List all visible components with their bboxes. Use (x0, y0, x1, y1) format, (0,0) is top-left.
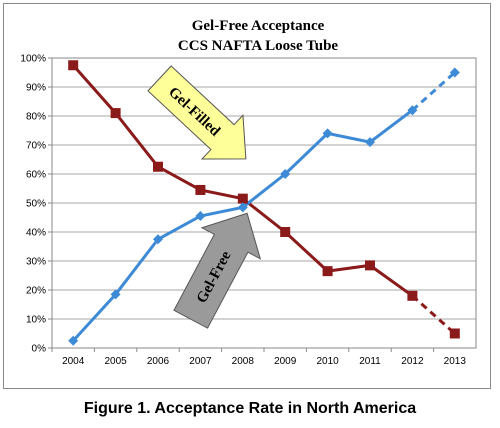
gel-filled-point (68, 60, 79, 71)
gel-filled-point (365, 260, 375, 271)
gel-filled-point (110, 108, 121, 119)
series-markers (68, 60, 460, 346)
x-tick-label: 2008 (232, 356, 255, 367)
gel-free-arrow-shape (173, 212, 262, 329)
x-tick-label: 2006 (147, 356, 170, 367)
gel-filled-point (153, 161, 163, 172)
gel-filled-arrow-shape (147, 65, 247, 160)
gel-free-point (407, 105, 418, 116)
figure-caption: Figure 1. Acceptance Rate in North Ameri… (83, 400, 417, 417)
y-tick-label: 40% (26, 228, 46, 239)
gel-free-point (322, 128, 333, 139)
chart-title: Gel-Free Acceptance (192, 18, 325, 34)
y-tick-label: 20% (26, 286, 46, 297)
gel-free-point (280, 169, 291, 179)
y-tick-label: 70% (26, 141, 46, 152)
gel-filled-point (407, 290, 418, 301)
x-tick-label: 2011 (359, 356, 381, 367)
gel-free-point (365, 137, 375, 148)
x-tick-label: 2013 (444, 356, 467, 367)
gel-free-point (195, 211, 206, 222)
y-tick-label: 50% (26, 199, 46, 210)
gel-filled-point (449, 328, 460, 339)
grid (51, 57, 477, 349)
gel-free-point (237, 202, 248, 213)
gel-free-point (110, 289, 121, 300)
x-tick-label: 2004 (62, 356, 85, 367)
y-tick-label: 100% (20, 54, 46, 65)
x-tick-label: 2012 (401, 356, 424, 367)
gel-filled-point (195, 184, 206, 195)
gel-free-arrow: Gel-Free (173, 212, 262, 329)
y-tick-label: 60% (26, 170, 46, 181)
gel-free-projection-line (411, 71, 456, 112)
gel-filled-point (322, 266, 333, 277)
y-tick-label: 80% (26, 112, 46, 123)
x-tick-label: 2010 (316, 356, 339, 367)
gel-filled-point (280, 227, 291, 237)
gel-filled-arrow: Gel-Filled (147, 65, 247, 160)
x-axis: 2004 2005 2006 2007 2008 2009 2010 2011 2012 2013 (51, 348, 467, 367)
y-tick-label: 0% (32, 344, 47, 355)
y-tick-label: 30% (26, 257, 46, 268)
x-tick-label: 2009 (274, 356, 297, 367)
gel-free-point (153, 234, 163, 245)
gel-filled-point (237, 193, 248, 204)
gel-filled-projection-line (411, 294, 456, 335)
y-axis: 0% 10% 20% 30% 40% 50% 60% 70% 80% 90% 100% (20, 54, 52, 355)
x-tick-label: 2005 (104, 356, 127, 367)
chart-subtitle: CCS NAFTA Loose Tube (178, 38, 339, 54)
line-chart: Gel-Free Acceptance CCS NAFTA Loose Tube… (20, 18, 477, 367)
gel-free-point (449, 67, 460, 78)
x-tick-label: 2007 (189, 356, 212, 367)
gel-free-point (68, 335, 79, 346)
y-tick-label: 90% (26, 83, 46, 94)
y-tick-label: 10% (26, 315, 46, 326)
